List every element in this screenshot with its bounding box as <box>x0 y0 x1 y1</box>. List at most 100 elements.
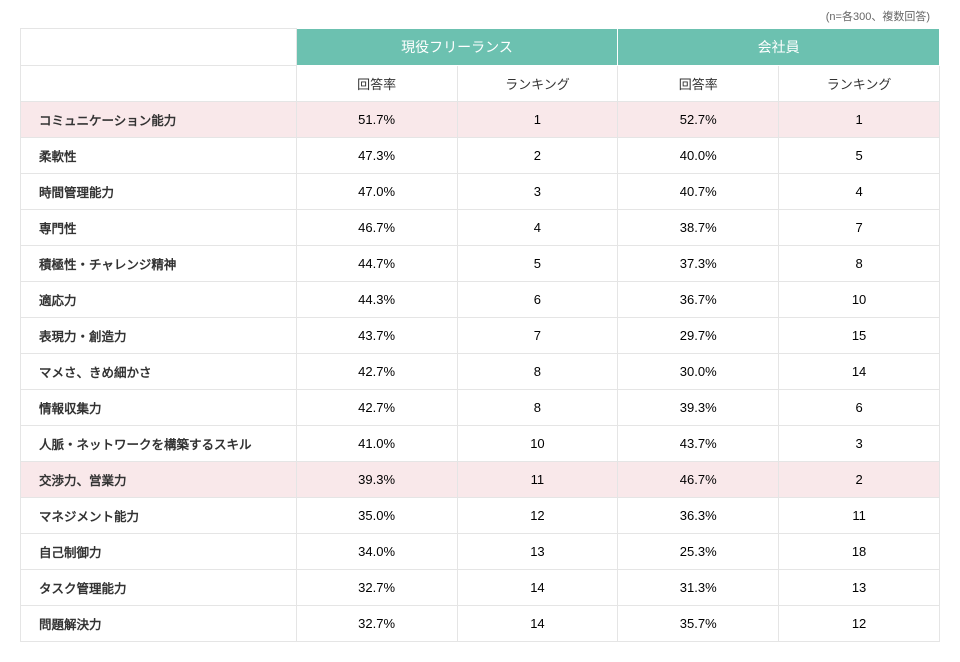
cell-rank2: 6 <box>779 390 940 426</box>
cell-rate1: 44.7% <box>296 246 457 282</box>
table-row: マネジメント能力35.0%1236.3%11 <box>21 498 940 534</box>
table-row: 柔軟性47.3%240.0%5 <box>21 138 940 174</box>
cell-rate2: 37.3% <box>618 246 779 282</box>
cell-rate1: 47.3% <box>296 138 457 174</box>
cell-rank2: 12 <box>779 606 940 642</box>
cell-rank1: 13 <box>457 534 618 570</box>
row-label: マネジメント能力 <box>21 498 297 534</box>
cell-rate1: 43.7% <box>296 318 457 354</box>
row-label: 問題解決力 <box>21 606 297 642</box>
cell-rank2: 2 <box>779 462 940 498</box>
cell-rank2: 15 <box>779 318 940 354</box>
row-label: マメさ、きめ細かさ <box>21 354 297 390</box>
sample-note: (n=各300、複数回答) <box>20 8 940 24</box>
cell-rank2: 1 <box>779 102 940 138</box>
table-row: 表現力・創造力43.7%729.7%15 <box>21 318 940 354</box>
cell-rank1: 14 <box>457 606 618 642</box>
table-row: 人脈・ネットワークを構築するスキル41.0%1043.7%3 <box>21 426 940 462</box>
cell-rank2: 10 <box>779 282 940 318</box>
cell-rate1: 42.7% <box>296 354 457 390</box>
row-label: 時間管理能力 <box>21 174 297 210</box>
cell-rank1: 5 <box>457 246 618 282</box>
table-container: (n=各300、複数回答) 現役フリーランス 会社員 回答率 ランキング 回答率… <box>0 0 960 662</box>
cell-rank1: 6 <box>457 282 618 318</box>
table-row: 適応力44.3%636.7%10 <box>21 282 940 318</box>
cell-rate1: 32.7% <box>296 606 457 642</box>
cell-rank2: 5 <box>779 138 940 174</box>
cell-rate1: 41.0% <box>296 426 457 462</box>
table-row: 情報収集力42.7%839.3%6 <box>21 390 940 426</box>
cell-rank2: 13 <box>779 570 940 606</box>
header-group-employee: 会社員 <box>618 29 940 66</box>
header-rate-1: 回答率 <box>296 66 457 102</box>
cell-rate2: 36.7% <box>618 282 779 318</box>
table-row: 自己制御力34.0%1325.3%18 <box>21 534 940 570</box>
cell-rank1: 12 <box>457 498 618 534</box>
cell-rate1: 39.3% <box>296 462 457 498</box>
cell-rank1: 7 <box>457 318 618 354</box>
cell-rate2: 46.7% <box>618 462 779 498</box>
cell-rate2: 35.7% <box>618 606 779 642</box>
table-row: マメさ、きめ細かさ42.7%830.0%14 <box>21 354 940 390</box>
row-label: 積極性・チャレンジ精神 <box>21 246 297 282</box>
cell-rate2: 40.7% <box>618 174 779 210</box>
cell-rank1: 11 <box>457 462 618 498</box>
cell-rate1: 32.7% <box>296 570 457 606</box>
table-row: 時間管理能力47.0%340.7%4 <box>21 174 940 210</box>
cell-rate2: 43.7% <box>618 426 779 462</box>
header-group-row: 現役フリーランス 会社員 <box>21 29 940 66</box>
cell-rate2: 30.0% <box>618 354 779 390</box>
row-label: 情報収集力 <box>21 390 297 426</box>
cell-rank1: 14 <box>457 570 618 606</box>
header-rank-1: ランキング <box>457 66 618 102</box>
header-blank <box>21 29 297 66</box>
cell-rate1: 47.0% <box>296 174 457 210</box>
cell-rate1: 34.0% <box>296 534 457 570</box>
header-sub-row: 回答率 ランキング 回答率 ランキング <box>21 66 940 102</box>
cell-rank1: 2 <box>457 138 618 174</box>
cell-rate2: 36.3% <box>618 498 779 534</box>
cell-rank2: 4 <box>779 174 940 210</box>
row-label: 交渉力、営業力 <box>21 462 297 498</box>
cell-rate1: 42.7% <box>296 390 457 426</box>
cell-rate1: 44.3% <box>296 282 457 318</box>
row-label: コミュニケーション能力 <box>21 102 297 138</box>
table-body: コミュニケーション能力51.7%152.7%1柔軟性47.3%240.0%5時間… <box>21 102 940 642</box>
cell-rank1: 8 <box>457 354 618 390</box>
table-row: 専門性46.7%438.7%7 <box>21 210 940 246</box>
row-label: タスク管理能力 <box>21 570 297 606</box>
cell-rate2: 38.7% <box>618 210 779 246</box>
row-label: 自己制御力 <box>21 534 297 570</box>
table-row: 問題解決力32.7%1435.7%12 <box>21 606 940 642</box>
header-rank-2: ランキング <box>779 66 940 102</box>
header-group-freelance: 現役フリーランス <box>296 29 618 66</box>
cell-rank2: 3 <box>779 426 940 462</box>
header-blank-2 <box>21 66 297 102</box>
cell-rate2: 39.3% <box>618 390 779 426</box>
row-label: 表現力・創造力 <box>21 318 297 354</box>
cell-rate1: 35.0% <box>296 498 457 534</box>
row-label: 人脈・ネットワークを構築するスキル <box>21 426 297 462</box>
cell-rate2: 40.0% <box>618 138 779 174</box>
cell-rate2: 25.3% <box>618 534 779 570</box>
header-rate-2: 回答率 <box>618 66 779 102</box>
cell-rank1: 3 <box>457 174 618 210</box>
cell-rate2: 52.7% <box>618 102 779 138</box>
cell-rate2: 31.3% <box>618 570 779 606</box>
cell-rank1: 10 <box>457 426 618 462</box>
row-label: 柔軟性 <box>21 138 297 174</box>
cell-rank1: 8 <box>457 390 618 426</box>
table-row: コミュニケーション能力51.7%152.7%1 <box>21 102 940 138</box>
cell-rate1: 46.7% <box>296 210 457 246</box>
table-row: 交渉力、営業力39.3%1146.7%2 <box>21 462 940 498</box>
cell-rate2: 29.7% <box>618 318 779 354</box>
table-row: タスク管理能力32.7%1431.3%13 <box>21 570 940 606</box>
cell-rank2: 8 <box>779 246 940 282</box>
cell-rank2: 18 <box>779 534 940 570</box>
cell-rank2: 7 <box>779 210 940 246</box>
cell-rank2: 14 <box>779 354 940 390</box>
cell-rank1: 1 <box>457 102 618 138</box>
table-row: 積極性・チャレンジ精神44.7%537.3%8 <box>21 246 940 282</box>
row-label: 適応力 <box>21 282 297 318</box>
cell-rank1: 4 <box>457 210 618 246</box>
